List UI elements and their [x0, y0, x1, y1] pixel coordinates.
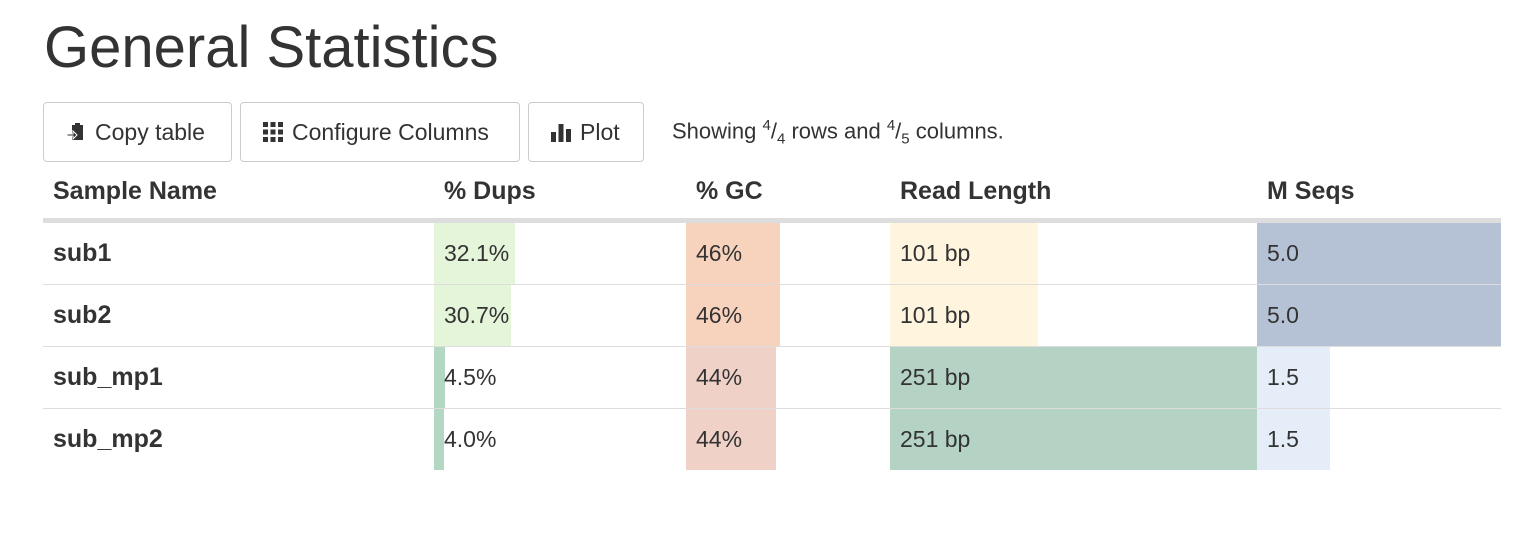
m-seqs-value: 5.0: [1267, 240, 1299, 266]
sample-name-cell: sub1: [43, 220, 434, 285]
gc-bar: [686, 285, 780, 346]
grid-icon: [262, 121, 284, 143]
gc-cell: 44%: [686, 408, 890, 470]
read-length-cell: 101 bp: [890, 220, 1257, 285]
col-header-m-seqs[interactable]: M Seqs: [1257, 164, 1501, 223]
gc-cell: 44%: [686, 346, 890, 409]
table-row: sub_mp2 4.0% 44% 251 bp 1.5: [43, 408, 1501, 470]
dups-value: 4.5%: [444, 364, 497, 390]
header-row: Sample Name % Dups % GC Read Length M Se…: [43, 164, 1501, 223]
read-length-cell: 251 bp: [890, 346, 1257, 409]
dups-bar: [434, 409, 445, 470]
configure-columns-label: Configure Columns: [292, 118, 489, 145]
gc-value: 44%: [696, 426, 743, 452]
gc-cell: 46%: [686, 284, 890, 347]
dups-cell: 32.1%: [434, 220, 686, 285]
gc-bar: [686, 223, 780, 284]
status-prefix: Showing: [672, 117, 763, 143]
clipboard-icon: [65, 121, 87, 143]
gc-cell: 46%: [686, 220, 890, 285]
gc-value: 44%: [696, 364, 743, 390]
m-seqs-cell: 1.5: [1257, 346, 1501, 409]
m-seqs-cell: 5.0: [1257, 284, 1501, 347]
read-length-cell: 101 bp: [890, 284, 1257, 347]
copy-table-label: Copy table: [95, 118, 205, 145]
col-header-read-length[interactable]: Read Length: [890, 164, 1257, 223]
m-seqs-bar: [1257, 285, 1501, 346]
copy-table-button[interactable]: Copy table: [43, 102, 232, 162]
table-row: sub2 30.7% 46% 101 bp 5.0: [43, 284, 1501, 347]
m-seqs-value: 1.5: [1267, 364, 1299, 390]
gc-value: 46%: [696, 302, 743, 328]
cols-total-count: 5: [901, 130, 910, 148]
dups-value: 4.0%: [444, 426, 497, 452]
gc-bar: [686, 409, 776, 470]
read-length-bar: [890, 285, 1038, 346]
plot-button[interactable]: Plot: [528, 102, 644, 162]
dups-cell: 4.5%: [434, 346, 686, 409]
dups-bar: [434, 347, 446, 408]
m-seqs-value: 1.5: [1267, 426, 1299, 452]
table-row: sub_mp1 4.5% 44% 251 bp 1.5: [43, 346, 1501, 409]
dups-value: 30.7%: [444, 302, 510, 328]
table-toolbar: Copy table Configure Columns Plot Showin…: [43, 102, 1004, 162]
plot-label: Plot: [580, 118, 620, 145]
read-length-bar: [890, 223, 1038, 284]
dups-bar: [434, 285, 512, 346]
rows-shown-count: 4: [762, 116, 771, 134]
sample-name-cell: sub_mp1: [43, 346, 434, 409]
m-seqs-value: 5.0: [1267, 302, 1299, 328]
dups-cell: 4.0%: [434, 408, 686, 470]
gc-value: 46%: [696, 240, 743, 266]
rows-total-count: 4: [776, 130, 786, 148]
configure-columns-button[interactable]: Configure Columns: [240, 102, 520, 162]
dups-value: 32.1%: [444, 240, 510, 266]
m-seqs-bar: [1257, 223, 1501, 284]
general-stats-table: Sample Name % Dups % GC Read Length M Se…: [43, 164, 1501, 470]
cols-shown-count: 4: [886, 116, 896, 134]
dups-cell: 30.7%: [434, 284, 686, 347]
sample-name-cell: sub2: [43, 284, 434, 347]
m-seqs-cell: 5.0: [1257, 220, 1501, 285]
read-length-value: 251 bp: [900, 426, 971, 452]
bar-chart-icon: [550, 121, 572, 143]
table-row: sub1 32.1% 46% 101 bp 5.0: [43, 220, 1501, 285]
sample-name-cell: sub_mp2: [43, 408, 434, 470]
m-seqs-cell: 1.5: [1257, 408, 1501, 470]
dups-bar: [434, 223, 515, 284]
read-length-cell: 251 bp: [890, 408, 1257, 470]
col-header-sample-name[interactable]: Sample Name: [43, 164, 434, 223]
read-length-value: 251 bp: [900, 364, 971, 390]
read-length-bar: [890, 409, 1257, 470]
status-mid: rows and: [785, 117, 887, 143]
page-title: General Statistics: [44, 15, 499, 80]
read-length-bar: [890, 347, 1257, 408]
read-length-value: 101 bp: [900, 240, 971, 266]
m-seqs-bar: [1257, 409, 1331, 470]
status-suffix: columns.: [909, 117, 1004, 143]
gc-bar: [686, 347, 776, 408]
table-status-text: Showing 4/4 rows and 4/5 columns.: [672, 116, 1004, 148]
col-header-gc[interactable]: % GC: [686, 164, 890, 223]
col-header-dups[interactable]: % Dups: [434, 164, 686, 223]
read-length-value: 101 bp: [900, 302, 971, 328]
m-seqs-bar: [1257, 347, 1331, 408]
